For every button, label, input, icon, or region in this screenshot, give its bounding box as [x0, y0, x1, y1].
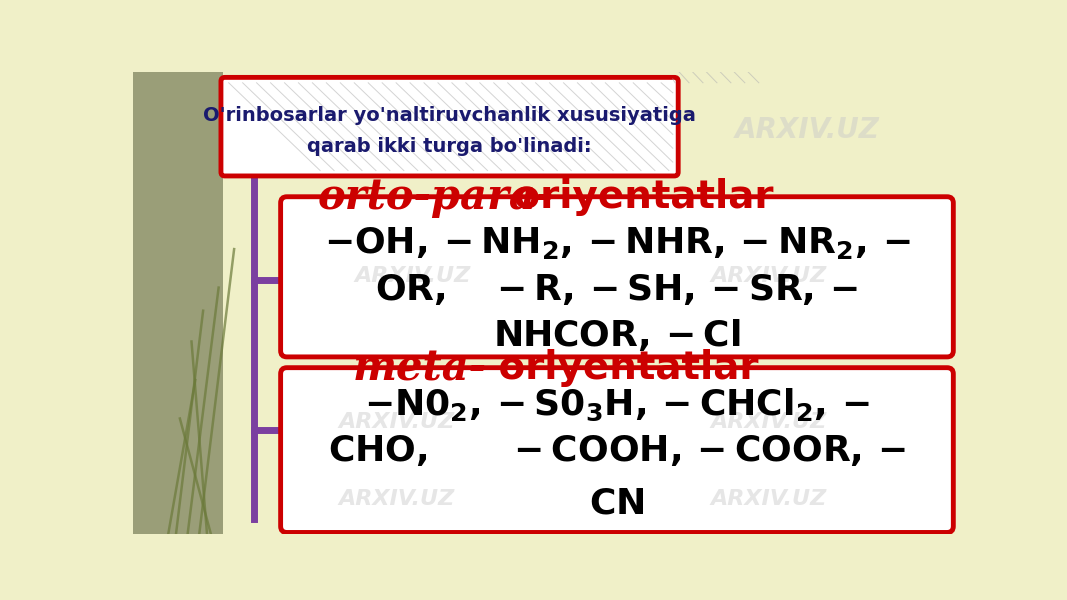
Text: ARXIV.UZ: ARXIV.UZ [354, 266, 471, 286]
Text: meta-: meta- [353, 347, 488, 389]
Text: ARXIV.UZ: ARXIV.UZ [711, 412, 827, 433]
Text: ARXIV.UZ: ARXIV.UZ [338, 412, 455, 433]
Text: $\bf{CHO,\qquad -COOH, -COOR,-}$: $\bf{CHO,\qquad -COOH, -COOR,-}$ [328, 433, 906, 469]
Text: qarab ikki turga bo'linadi:: qarab ikki turga bo'linadi: [307, 137, 592, 156]
FancyBboxPatch shape [281, 368, 953, 532]
FancyBboxPatch shape [281, 197, 953, 357]
Text: oriyentatlar: oriyentatlar [484, 349, 759, 388]
Text: O'rinbosarlar yo'naltiruvchanlik xususiyatiga: O'rinbosarlar yo'naltiruvchanlik xususiy… [203, 106, 696, 125]
Text: $\bf{-OH, -NH_2, -NHR, -NR_2, -}$: $\bf{-OH, -NH_2, -NHR, -NR_2, -}$ [323, 225, 910, 261]
Text: ARXIV.UZ: ARXIV.UZ [735, 116, 880, 144]
Text: $\bf{-N0_2, -S0_3H, -CHCl_2, -}$: $\bf{-N0_2, -S0_3H, -CHCl_2, -}$ [364, 386, 870, 423]
Text: ARXIV.UZ: ARXIV.UZ [711, 490, 827, 509]
Text: oriyentatlar: oriyentatlar [500, 178, 774, 216]
FancyBboxPatch shape [221, 77, 679, 176]
Text: $\bf{NHCOR, -Cl}$: $\bf{NHCOR, -Cl}$ [493, 317, 740, 353]
Text: ARXIV.UZ: ARXIV.UZ [711, 266, 827, 286]
FancyBboxPatch shape [133, 72, 223, 534]
Text: $\bf{CN}$: $\bf{CN}$ [589, 486, 644, 520]
Text: orto-para-: orto-para- [318, 176, 554, 218]
Text: $\bf{OR,\quad -R, -SH, -SR, -}$: $\bf{OR,\quad -R, -SH, -SR, -}$ [376, 272, 859, 307]
Text: ARXIV.UZ: ARXIV.UZ [338, 490, 455, 509]
